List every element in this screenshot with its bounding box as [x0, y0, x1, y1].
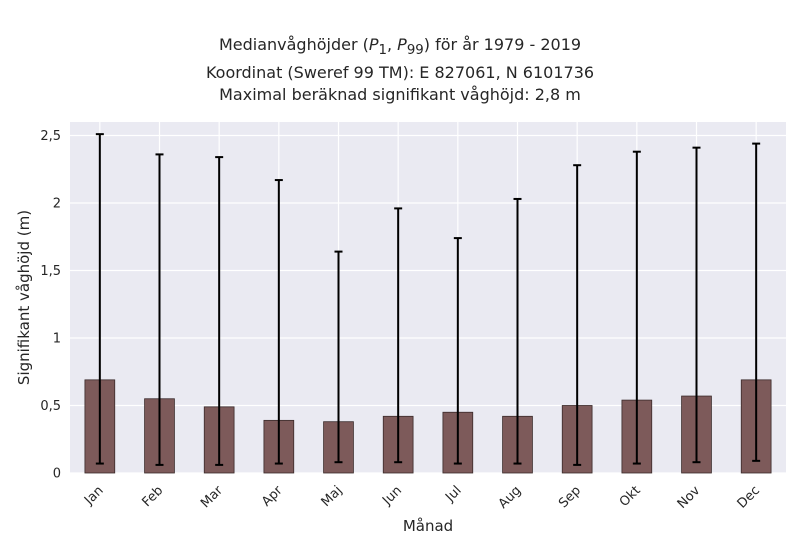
- title-p1-sub: 1: [378, 43, 387, 59]
- x-tick-label: Dec: [735, 483, 763, 511]
- x-axis-label: Månad: [403, 517, 453, 535]
- title-prefix: Medianvåghöjder (: [218, 35, 369, 54]
- x-tick-label: Jun: [379, 483, 405, 509]
- y-tick-label: 0,5: [40, 399, 61, 414]
- title-p1: P: [368, 35, 379, 54]
- y-tick-label: 0: [53, 467, 61, 482]
- title-comma: ,: [386, 35, 398, 54]
- chart-title-line-1: Medianvåghöjder (P1, P99) för år 1979 - …: [0, 34, 800, 62]
- x-tick-label: Sep: [556, 483, 584, 511]
- x-tick-label: Okt: [617, 483, 644, 510]
- y-tick-label: 1: [53, 332, 61, 347]
- x-tick-label: Maj: [319, 483, 346, 510]
- error-bars: [95, 133, 761, 466]
- x-tick-label: Aug: [496, 483, 525, 512]
- y-tick-label: 2,5: [40, 129, 61, 144]
- chart-title-line-3: Maximal beräknad signifikant våghöjd: 2,…: [219, 85, 581, 105]
- title-p99: P: [397, 35, 407, 54]
- y-axis-label: Signifikant våghöjd (m): [15, 210, 33, 385]
- title-suffix: ) för år 1979 - 2019: [423, 35, 582, 54]
- chart-title: Medianvåghöjder (P1, P99) för år 1979 - …: [0, 34, 800, 106]
- y-tick-label: 2: [53, 197, 61, 212]
- y-tick-labels: 0 0,5 1 1,5 2 2,5: [40, 129, 61, 482]
- x-tick-label: Jul: [442, 483, 464, 505]
- x-tick-label: Mar: [198, 483, 226, 511]
- x-tick-labels: Jan Feb Mar Apr Maj Jun Jul Aug Sep Okt Nov Dec: [81, 483, 763, 512]
- x-tick-label: Apr: [259, 483, 286, 510]
- x-tick-label: Nov: [675, 483, 704, 512]
- y-tick-label: 1,5: [40, 264, 61, 279]
- x-tick-label: Feb: [139, 483, 166, 510]
- chart-title-line-2: Koordinat (Sweref 99 TM): E 827061, N 61…: [205, 63, 595, 83]
- title-p99-sub: 99: [406, 43, 424, 59]
- x-tick-label: Jan: [81, 483, 106, 508]
- plot-background: [70, 122, 786, 473]
